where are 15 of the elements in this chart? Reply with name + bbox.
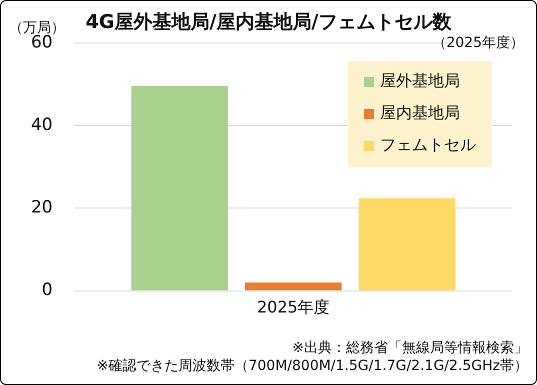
x-tick-label: 2025年度: [256, 298, 330, 317]
legend-label: 屋内基地局: [380, 103, 460, 122]
legend-label: 屋外基地局: [380, 71, 460, 90]
y-tick-label: 0: [42, 280, 53, 300]
y-tick-label: 20: [30, 198, 53, 218]
text: ※出典：総務省「無線局等情報検索」: [291, 339, 528, 357]
bar: [244, 282, 342, 290]
text: ※確認できた周波数帯（700M/800M/1.5G/1.7G/2.1G/2.5GHz帯）: [96, 357, 528, 375]
bar: [131, 86, 228, 290]
chart-subtitle: （2025年度）: [432, 34, 524, 52]
bar: [358, 198, 456, 290]
legend-label: フェムトセル: [380, 135, 476, 154]
y-tick-label: 40: [30, 115, 53, 136]
chart-title: 4G屋外基地局/屋内基地局/フェムトセル数: [86, 11, 452, 33]
y-axis-title: （万局）: [9, 19, 65, 36]
